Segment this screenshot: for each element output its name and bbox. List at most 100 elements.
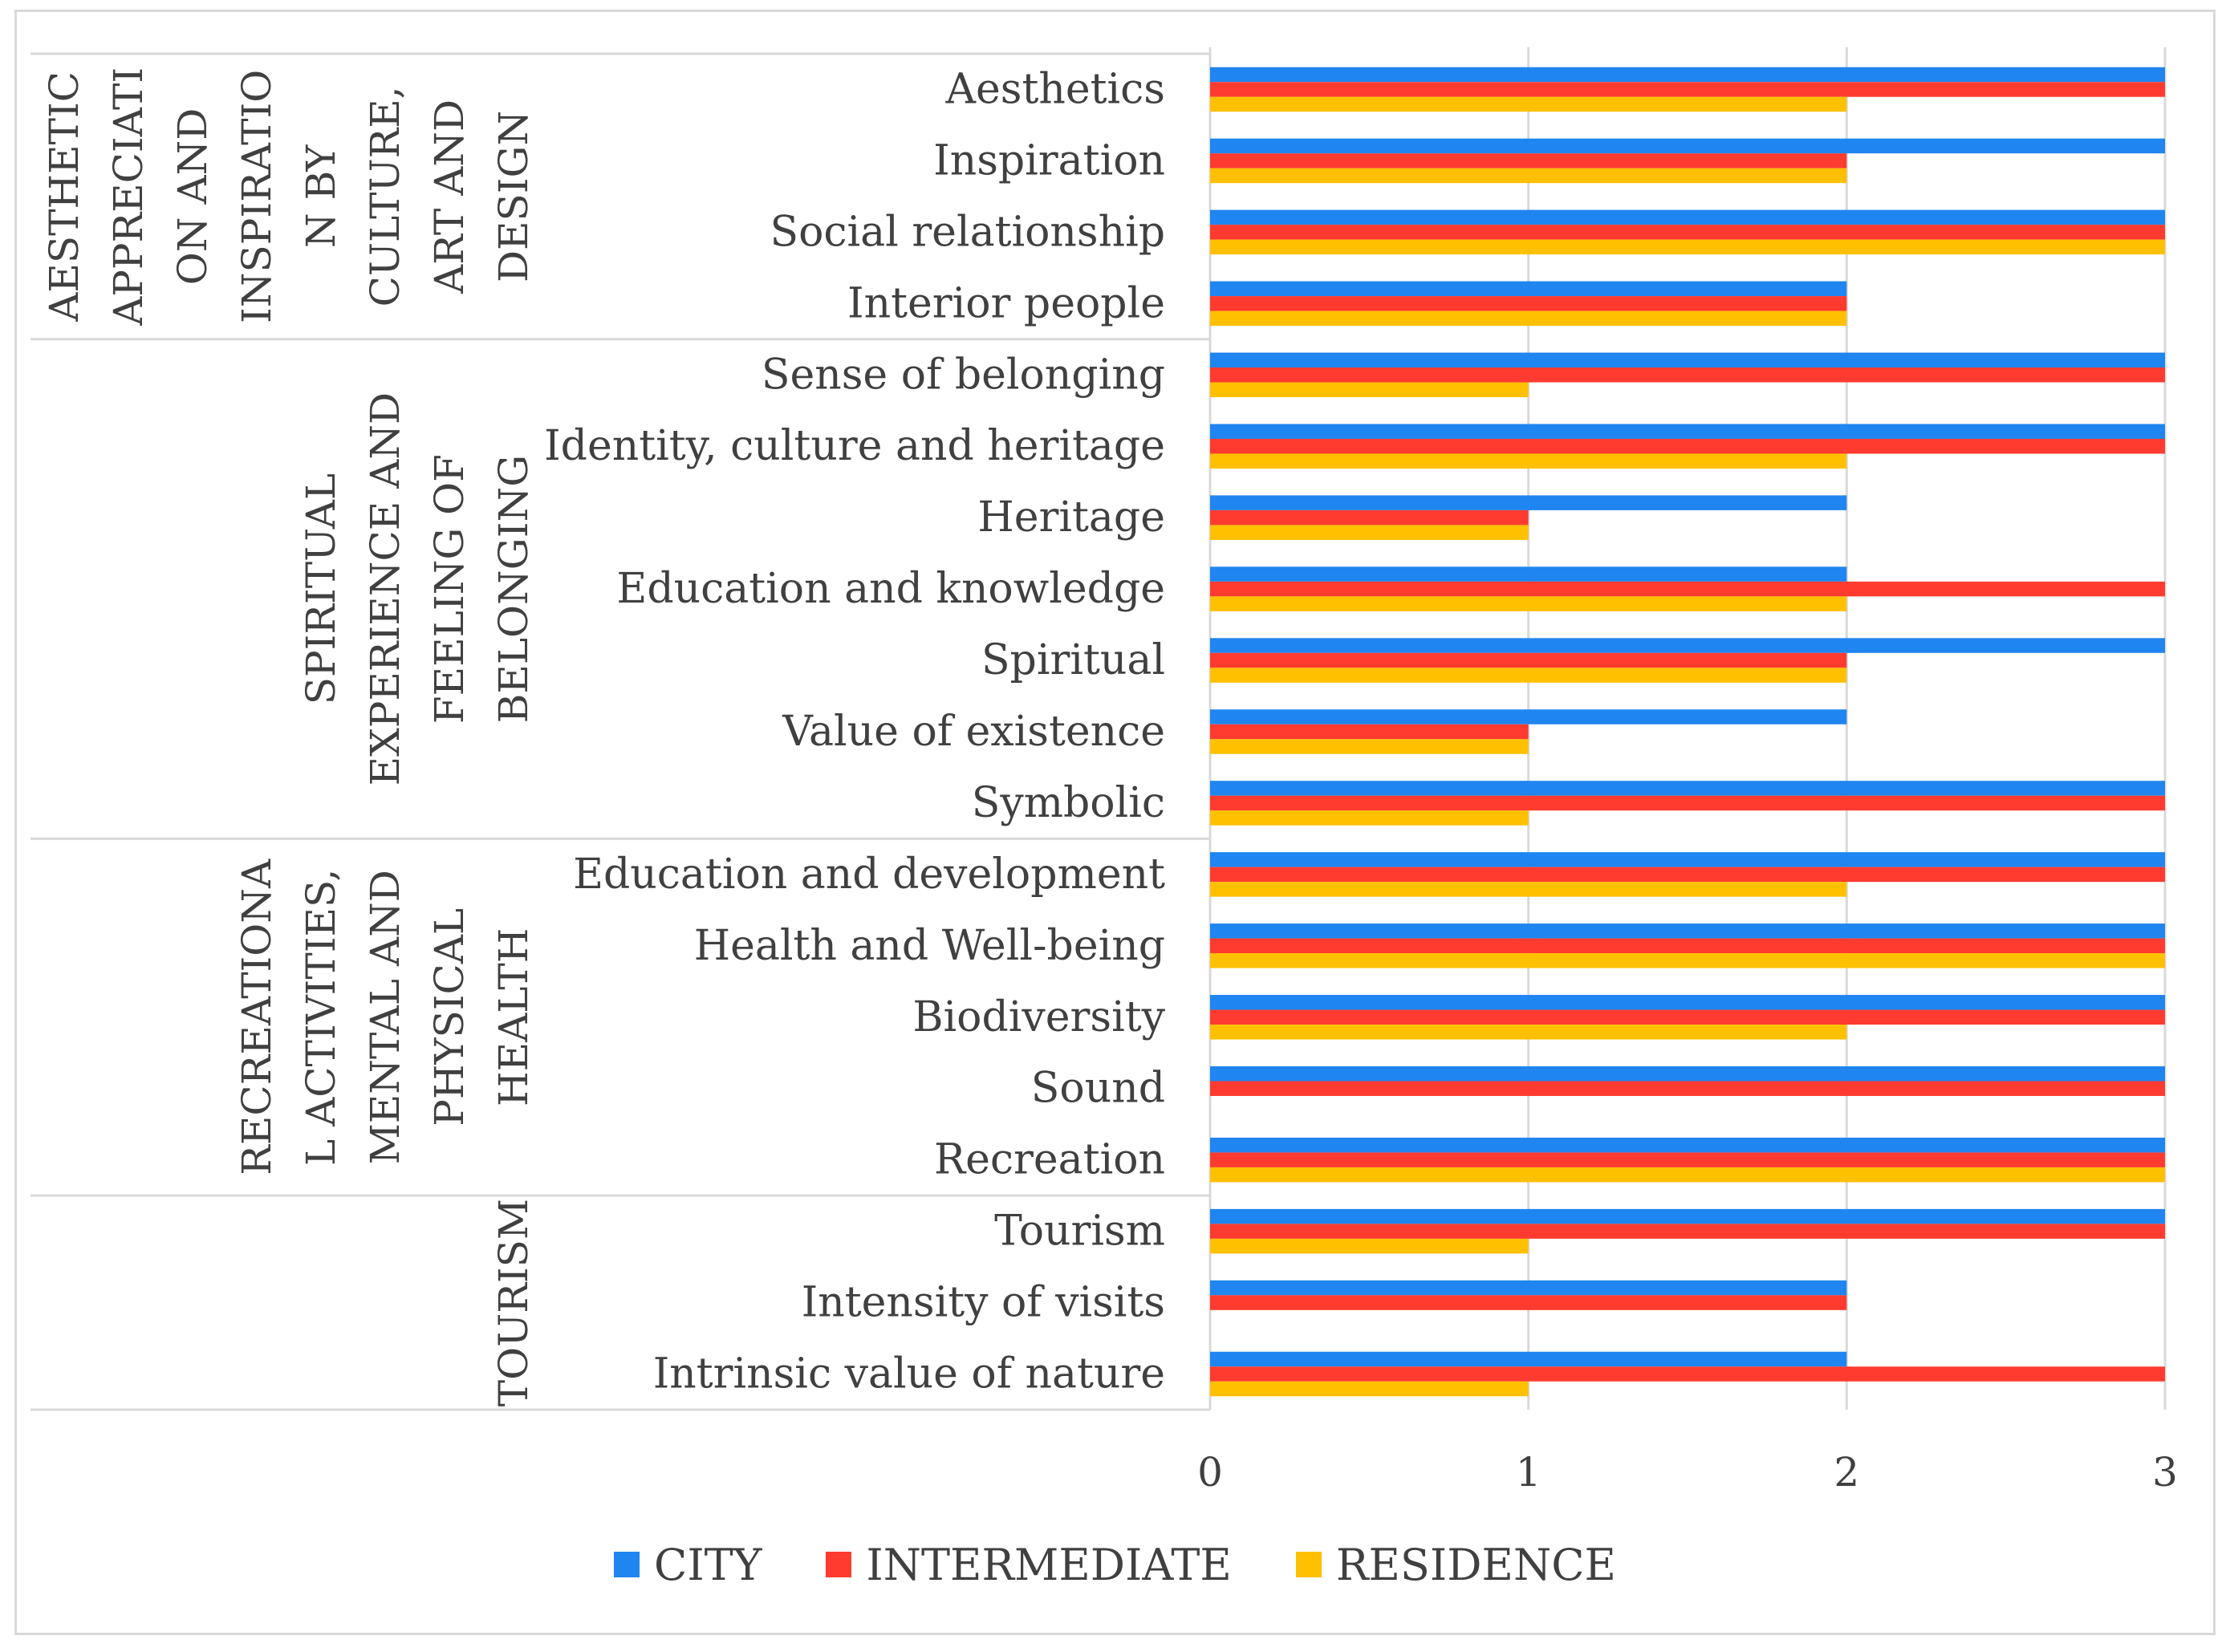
category-label-intrinsic-value-of-nature: Intrinsic value of nature (653, 1350, 1165, 1398)
bar-residence-identity-culture-and-heritage (1210, 453, 1847, 469)
group-label-1-line-2: FEELING OF (426, 454, 473, 724)
group-label-2-line-0: RECREATIONA (234, 858, 280, 1175)
group-label-0-line-5: CULTURE, (362, 86, 408, 306)
bar-intermediate-intrinsic-value-of-nature (1210, 1366, 2165, 1382)
x-tick-label-3: 3 (2152, 1449, 2178, 1496)
bar-residence-interior-people (1210, 311, 1847, 327)
group-label-0-line-2: ON AND (169, 108, 216, 286)
category-label-heritage: Heritage (977, 493, 1165, 542)
legend-swatch-intermediate (826, 1552, 852, 1577)
bar-city-aesthetics (1210, 67, 2165, 83)
bar-residence-tourism (1210, 1238, 1529, 1254)
bar-intermediate-recreation (1210, 1152, 2165, 1167)
group-label-3-line-0: TOURISM (490, 1199, 537, 1406)
category-label-identity-culture-and-heritage: Identity, culture and heritage (544, 422, 1165, 470)
group-label-2-line-1: L ACTIVITIES, (298, 869, 344, 1166)
bar-residence-biodiversity (1210, 1025, 1847, 1040)
bar-intermediate-intensity-of-visits (1210, 1295, 1847, 1310)
category-label-spiritual: Spiritual (981, 636, 1165, 684)
category-label-tourism: Tourism (994, 1208, 1165, 1256)
group-label-0-line-4: N BY (298, 144, 344, 249)
bar-intermediate-tourism (1210, 1224, 2165, 1239)
bar-city-tourism (1210, 1208, 2165, 1224)
legend-item-residence: RESIDENCE (1295, 1539, 1616, 1590)
group-label-2-line-3: PHYSICAL (426, 908, 473, 1126)
bar-intermediate-health-and-well-being (1210, 938, 2165, 954)
bar-residence-intrinsic-value-of-nature (1210, 1381, 1529, 1397)
bar-city-intensity-of-visits (1210, 1280, 1847, 1296)
category-label-sound: Sound (1031, 1065, 1165, 1113)
legend-swatch-city (614, 1552, 640, 1577)
bar-city-spiritual (1210, 638, 2165, 653)
bar-intermediate-symbolic (1210, 795, 2165, 811)
group-label-1-line-3: BELONGING (490, 455, 537, 724)
legend-item-city: CITY (614, 1540, 762, 1590)
bar-residence-sense-of-belonging (1210, 382, 1529, 398)
bar-residence-aesthetics (1210, 96, 1847, 112)
bar-intermediate-interior-people (1210, 296, 1847, 311)
category-label-education-and-knowledge: Education and knowledge (616, 565, 1165, 613)
bar-intermediate-inspiration (1210, 153, 1847, 168)
legend-label-intermediate: INTERMEDIATE (866, 1539, 1232, 1590)
group-label-1-line-0: SPIRITUAL (298, 473, 344, 704)
bar-residence-recreation (1210, 1167, 2165, 1183)
bar-residence-inspiration (1210, 168, 1847, 184)
bar-intermediate-spiritual (1210, 652, 1847, 668)
group-label-0-line-1: APPRECIATI (105, 67, 152, 327)
bar-intermediate-identity-culture-and-heritage (1210, 438, 2165, 454)
category-label-inspiration: Inspiration (933, 136, 1165, 185)
bar-city-education-and-knowledge (1210, 566, 1847, 582)
bar-city-heritage (1210, 495, 1847, 510)
bar-city-intrinsic-value-of-nature (1210, 1351, 1847, 1367)
group-label-0-line-7: DESIGN (490, 111, 537, 282)
legend-label-city: CITY (654, 1539, 762, 1590)
bar-city-biodiversity (1210, 995, 2165, 1010)
bar-intermediate-sound (1210, 1081, 2165, 1096)
bar-city-symbolic (1210, 781, 2165, 796)
bar-city-health-and-well-being (1210, 923, 2165, 939)
legend-item-intermediate: INTERMEDIATE (826, 1540, 1232, 1590)
category-label-social-relationship: Social relationship (770, 208, 1165, 256)
category-label-value-of-existence: Value of existence (782, 708, 1165, 756)
bar-residence-health-and-well-being (1210, 953, 2165, 968)
group-label-0-line-0: AESTHETIC (41, 71, 87, 323)
bar-residence-heritage (1210, 525, 1529, 540)
category-label-symbolic: Symbolic (972, 779, 1165, 827)
bar-residence-education-and-knowledge (1210, 596, 1847, 611)
bar-intermediate-heritage (1210, 509, 1529, 526)
bar-intermediate-social-relationship (1210, 225, 2165, 240)
bar-city-value-of-existence (1210, 709, 1847, 725)
category-label-intensity-of-visits: Intensity of visits (802, 1279, 1165, 1327)
bar-intermediate-education-and-knowledge (1210, 581, 2165, 597)
bar-city-inspiration (1210, 138, 2165, 154)
bar-residence-education-and-development (1210, 882, 1847, 897)
bar-city-interior-people (1210, 281, 1847, 297)
category-label-sense-of-belonging: Sense of belonging (762, 351, 1165, 399)
group-label-0-line-6: ART AND (426, 99, 473, 294)
group-label-0-line-3: INSPIRATIO (234, 70, 280, 323)
bar-city-education-and-development (1210, 852, 2165, 867)
bar-residence-spiritual (1210, 668, 1847, 683)
bar-city-identity-culture-and-heritage (1210, 424, 2165, 439)
category-label-health-and-well-being: Health and Well-being (694, 922, 1165, 970)
x-tick-label-1: 1 (1516, 1449, 1542, 1496)
bar-intermediate-education-and-development (1210, 867, 2165, 883)
category-label-recreation: Recreation (934, 1136, 1165, 1184)
category-label-education-and-development: Education and development (573, 850, 1165, 899)
group-label-2-line-4: HEALTH (490, 928, 537, 1106)
bar-intermediate-sense-of-belonging (1210, 367, 2165, 383)
legend-label-residence: RESIDENCE (1335, 1539, 1616, 1590)
bar-city-sense-of-belonging (1210, 352, 2165, 368)
bar-residence-social-relationship (1210, 239, 2165, 255)
bar-city-recreation (1210, 1137, 2165, 1153)
legend-swatch-residence (1295, 1552, 1322, 1577)
legend: CITY INTERMEDIATE RESIDENCE (0, 1532, 2230, 1597)
bar-residence-symbolic (1210, 810, 1529, 826)
x-tick-label-0: 0 (1197, 1449, 1223, 1496)
category-label-interior-people: Interior people (847, 279, 1165, 327)
category-label-biodiversity: Biodiversity (912, 993, 1165, 1041)
bar-residence-value-of-existence (1210, 739, 1529, 754)
bar-city-sound (1210, 1065, 2165, 1082)
group-label-2-line-2: MENTAL AND (362, 870, 408, 1164)
